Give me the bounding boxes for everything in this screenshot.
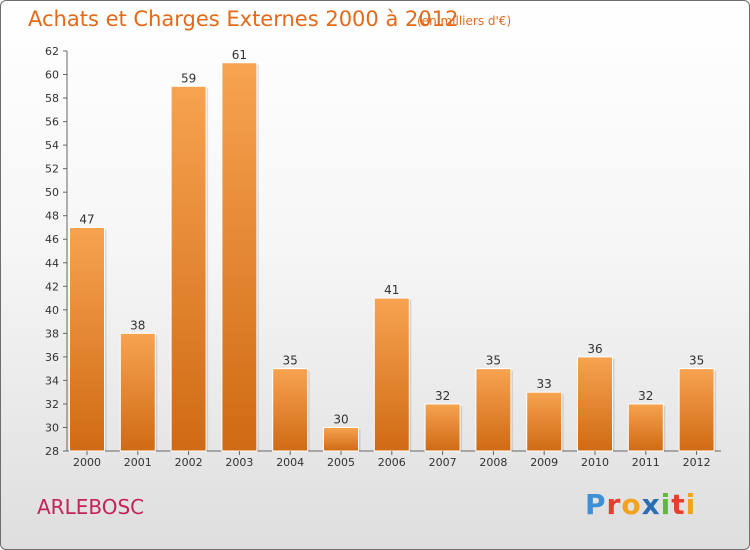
x-tick-label: 2001: [124, 456, 152, 469]
bar-value-label: 32: [638, 389, 653, 403]
proxiti-logo[interactable]: Proxiti: [585, 488, 696, 521]
bar: [272, 368, 309, 452]
y-tick-label: 46: [45, 233, 59, 246]
y-tick-label: 48: [45, 210, 59, 223]
y-tick-label: 30: [45, 421, 59, 434]
chart-title: Achats et Charges Externes 2000 à 2012: [28, 7, 459, 31]
logo-letter: i: [685, 488, 697, 521]
y-tick-label: 58: [45, 92, 59, 105]
x-tick-label: 2006: [378, 456, 406, 469]
y-tick-label: 56: [45, 116, 59, 129]
bars: 47 38 59 61 35 30 41 32 35 33 36 32 35: [69, 48, 717, 452]
bar-value-label: 38: [130, 318, 145, 332]
y-tick-label: 36: [45, 351, 59, 364]
x-tick-label: 2012: [683, 456, 711, 469]
bar: [678, 368, 715, 452]
y-tick-label: 60: [45, 69, 59, 82]
bar: [221, 62, 258, 452]
logo-letter: o: [621, 488, 642, 521]
logo-letter: x: [641, 488, 661, 521]
logo-letter: r: [606, 488, 622, 521]
logo-letter: t: [671, 488, 686, 521]
bar-value-label: 32: [435, 389, 450, 403]
y-tick-label: 28: [45, 445, 59, 458]
logo-letter: P: [585, 488, 607, 521]
x-tick-label: 2008: [479, 456, 507, 469]
y-tick-label: 44: [45, 257, 59, 270]
y-tick-label: 54: [45, 139, 59, 152]
y-axis: 28 30 32 34 36 38 40 42 44 46 48 50 52 54 56 58 60 62: [45, 45, 721, 458]
bar: [424, 403, 461, 452]
x-tick-label: 2003: [225, 456, 253, 469]
bar-value-label: 35: [486, 354, 501, 368]
bar-value-label: 36: [587, 342, 602, 356]
y-tick-label: 34: [45, 374, 59, 387]
bar: [323, 426, 359, 452]
chart-subtitle: (en milliers d'€): [417, 14, 512, 28]
bar-value-label: 41: [384, 283, 399, 297]
bar-value-label: 47: [79, 212, 94, 226]
x-tick-label: 2004: [276, 456, 304, 469]
bar: [577, 356, 613, 452]
x-tick-label: 2002: [175, 456, 203, 469]
location-name: ARLEBOSC: [37, 495, 145, 519]
bar-value-label: 30: [333, 412, 348, 426]
bar-value-label: 35: [689, 354, 704, 368]
bar: [373, 297, 410, 452]
x-tick-label: 2010: [581, 456, 609, 469]
y-tick-label: 62: [45, 45, 59, 58]
y-tick-label: 52: [45, 163, 59, 176]
x-tick-label: 2009: [530, 456, 558, 469]
bar-value-label: 33: [537, 377, 552, 391]
x-tick-label: 2000: [73, 456, 101, 469]
bar: [69, 226, 105, 452]
bar-value-label: 59: [181, 71, 196, 85]
logo-letter: i: [660, 488, 672, 521]
bar: [627, 403, 664, 452]
x-tick-label: 2011: [632, 456, 660, 469]
bar: [475, 368, 512, 452]
x-axis: 2000 2001 2002 2003 2004 2005 2006 2007 2008 2009…: [73, 451, 711, 469]
x-tick-label: 2005: [327, 456, 355, 469]
bar-value-label: 61: [232, 48, 247, 62]
y-tick-label: 32: [45, 398, 59, 411]
x-tick-label: 2007: [429, 456, 457, 469]
y-tick-label: 50: [45, 186, 59, 199]
y-tick-label: 38: [45, 327, 59, 340]
y-tick-label: 42: [45, 280, 59, 293]
bar: [119, 332, 156, 452]
bar-value-label: 35: [283, 354, 298, 368]
y-tick-label: 40: [45, 304, 59, 317]
bar: [526, 391, 563, 452]
bar: [170, 85, 207, 452]
